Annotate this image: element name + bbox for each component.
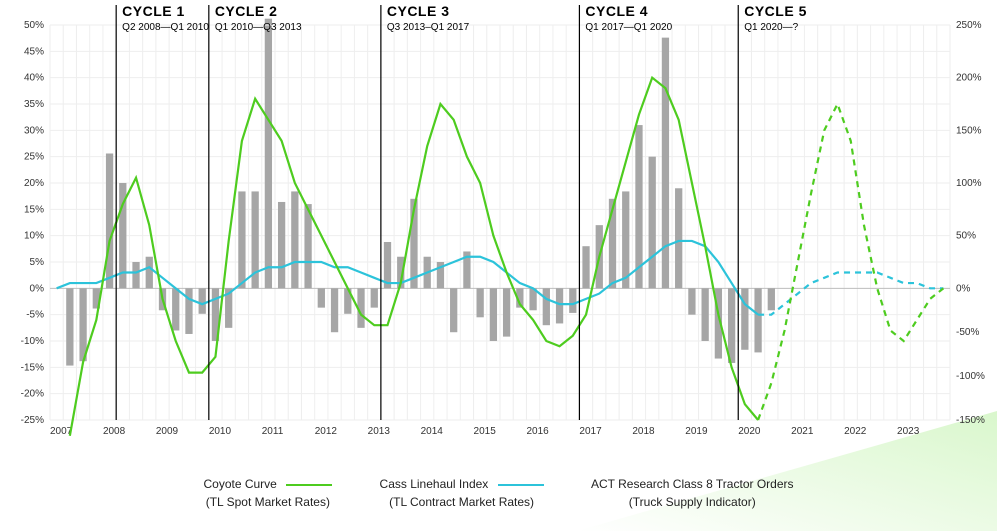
bar [702,288,709,341]
bar [675,188,682,288]
legend-sublabel: (TL Contract Market Rates) [380,493,544,511]
bar [146,257,153,289]
x-year-label: 2022 [844,426,867,437]
x-year-label: 2019 [685,426,708,437]
x-year-label: 2014 [421,426,444,437]
bar [490,288,497,341]
bar [278,202,285,288]
bar [331,288,338,332]
y-right-tick-label: -50% [956,327,979,338]
y-left-tick-label: -10% [21,336,44,347]
y-left-tick-label: 10% [24,231,44,242]
x-year-label: 2012 [315,426,338,437]
bar [569,288,576,313]
bar [172,288,179,330]
y-left-tick-label: -15% [21,362,44,373]
x-year-label: 2023 [897,426,920,437]
legend-item-coyote: Coyote Curve (TL Spot Market Rates) [203,475,332,511]
x-year-label: 2013 [368,426,391,437]
cycle-subtitle: Q3 2013–Q1 2017 [387,22,470,33]
y-left-tick-label: 30% [24,125,44,136]
bar [199,288,206,313]
legend-item-cass: Cass Linehaul Index (TL Contract Market … [380,475,544,511]
bar [622,191,629,288]
bar [754,288,761,352]
y-left-tick-label: 50% [24,20,44,31]
x-year-label: 2008 [103,426,126,437]
legend-item-bars: ACT Research Class 8 Tractor Orders (Tru… [591,475,794,511]
bar [728,288,735,363]
legend: Coyote Curve (TL Spot Market Rates) Cass… [0,475,997,525]
x-year-label: 2020 [738,426,761,437]
legend-sublabel: (Truck Supply Indicator) [591,493,794,511]
y-left-tick-label: 20% [24,178,44,189]
legend-label: ACT Research Class 8 Tractor Orders [591,477,794,491]
bar [503,288,510,336]
cycle-title: CYCLE 1 [122,3,185,19]
x-year-label: 2009 [156,426,179,437]
cycle-subtitle: Q1 2017—Q1 2020 [585,22,672,33]
y-left-tick-label: -25% [21,415,44,426]
cycle-subtitle: Q1 2020—? [744,22,798,33]
legend-swatch-coyote [286,484,332,486]
y-left-tick-label: 40% [24,73,44,84]
y-left-tick-label: -20% [21,389,44,400]
y-right-tick-label: 0% [956,283,971,294]
cycle-title: CYCLE 5 [744,3,807,19]
legend-label: Cass Linehaul Index [380,477,489,491]
y-left-tick-label: 15% [24,204,44,215]
bar [450,288,457,332]
y-right-tick-label: 200% [956,73,982,84]
cycle-title: CYCLE 2 [215,3,278,19]
bar [543,288,550,325]
bar [649,157,656,289]
bar [318,288,325,307]
y-left-tick-label: -5% [26,310,44,321]
bar [132,262,139,288]
cycle-subtitle: Q1 2010—Q3 2013 [215,22,302,33]
y-right-tick-label: 100% [956,178,982,189]
bar [768,288,775,310]
x-year-label: 2015 [474,426,497,437]
bar [66,288,73,365]
y-left-tick-label: 45% [24,46,44,57]
x-year-label: 2011 [262,426,284,437]
bar [662,38,669,289]
bar [238,191,245,288]
bar [741,288,748,349]
legend-label: Coyote Curve [203,477,276,491]
bar [79,288,86,361]
bar [688,288,695,314]
legend-sublabel: (TL Spot Market Rates) [203,493,332,511]
cycle-title: CYCLE 3 [387,3,450,19]
x-year-label: 2017 [579,426,602,437]
y-right-tick-label: 250% [956,20,982,31]
bar [265,19,272,289]
y-left-tick-label: 35% [24,99,44,110]
x-year-label: 2016 [526,426,549,437]
x-year-label: 2021 [791,426,814,437]
bar [582,246,589,288]
y-left-tick-label: 25% [24,152,44,163]
y-right-tick-label: -100% [956,371,985,382]
bar [106,154,113,289]
bar [556,288,563,323]
y-right-tick-label: -150% [956,415,985,426]
bar [371,288,378,307]
y-right-tick-label: 150% [956,125,982,136]
y-left-tick-label: 5% [30,257,45,268]
line-Cass Linehaul Index-forecast [758,273,943,315]
cycle-title: CYCLE 4 [585,3,648,19]
cycle-subtitle: Q2 2008—Q1 2010 [122,22,209,33]
y-right-tick-label: 50% [956,231,976,242]
legend-swatch-cass [498,484,544,486]
x-year-label: 2018 [632,426,655,437]
x-year-label: 2010 [209,426,232,437]
bar [477,288,484,317]
cycle-chart: -25% -20% -15% -10% -5% 0% 5% 10% 15% 20% 25% 30% 35… [0,0,997,460]
bar [291,191,298,288]
y-left-tick-label: 0% [30,283,45,294]
bar [185,288,192,334]
